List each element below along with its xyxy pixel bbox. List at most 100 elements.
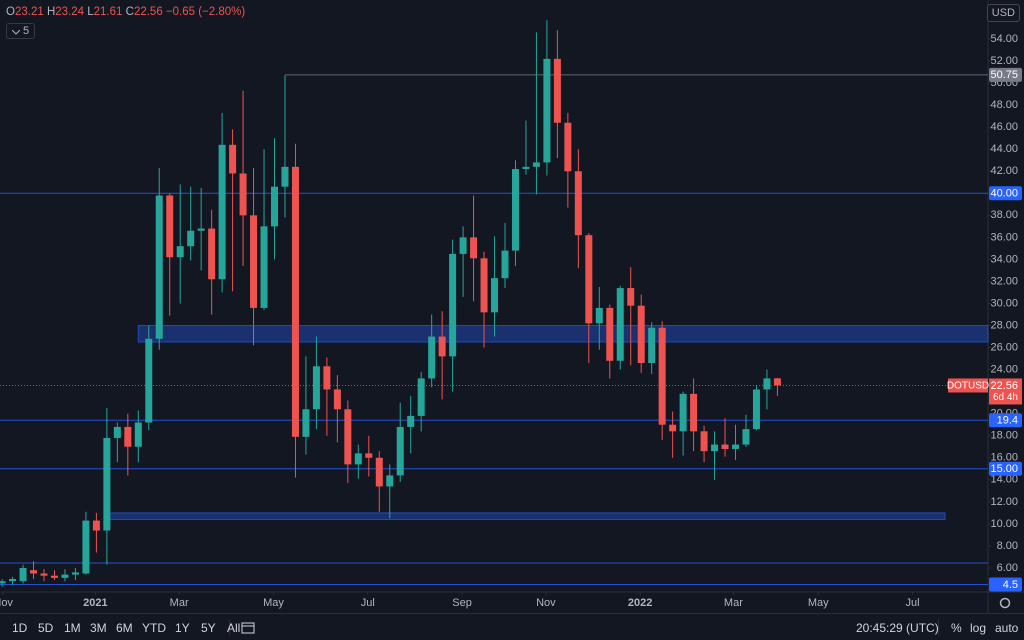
candle-body bbox=[491, 278, 499, 313]
last-price-tag bbox=[989, 378, 1022, 405]
legend-prefix: C bbox=[125, 6, 134, 18]
range-button[interactable]: 1Y bbox=[175, 621, 190, 635]
settings-icon[interactable] bbox=[999, 597, 1011, 609]
symbol-tag-label: DOTUSD bbox=[947, 381, 989, 392]
candle-body bbox=[354, 453, 362, 465]
candle-body bbox=[260, 226, 268, 308]
y-tick-label: 38.00 bbox=[990, 209, 1018, 221]
candle-body bbox=[511, 169, 519, 251]
y-tick-label: 54.00 bbox=[990, 33, 1018, 45]
x-tick-label: May bbox=[808, 597, 829, 609]
candle-body bbox=[700, 431, 708, 452]
indicators-toggle[interactable]: 5 bbox=[6, 23, 36, 39]
candle-body bbox=[532, 162, 540, 167]
y-tick-label: 6.00 bbox=[997, 562, 1018, 574]
level-tag bbox=[989, 413, 1022, 428]
level-tag bbox=[989, 186, 1022, 201]
chevron-icon bbox=[12, 30, 20, 35]
level-tag bbox=[989, 577, 1022, 592]
x-tick-label: May bbox=[263, 597, 284, 609]
y-tick-label: 34.00 bbox=[990, 253, 1018, 265]
candle-body bbox=[428, 336, 436, 379]
candle-body bbox=[627, 288, 635, 306]
range-button[interactable]: 5D bbox=[38, 621, 54, 635]
candle-body bbox=[333, 389, 341, 410]
range-button[interactable]: All bbox=[227, 621, 241, 635]
candle-body bbox=[564, 122, 572, 172]
candle-body bbox=[92, 520, 100, 531]
legend-high: 23.24 bbox=[55, 6, 85, 18]
y-tick-label: 24.00 bbox=[990, 364, 1018, 376]
level-tag-label: 19.4 bbox=[997, 415, 1018, 427]
y-tick-label: 46.00 bbox=[990, 121, 1018, 133]
candle-body bbox=[711, 444, 719, 452]
candle-body bbox=[637, 305, 645, 364]
range-button[interactable]: 1M bbox=[64, 621, 81, 635]
candle-body bbox=[40, 573, 48, 576]
x-tick-label: 2021 bbox=[83, 597, 107, 609]
candle-body bbox=[386, 475, 394, 487]
candle-body bbox=[166, 195, 174, 258]
candle-body bbox=[61, 574, 69, 578]
range-button[interactable]: YTD bbox=[142, 621, 166, 635]
candle-body bbox=[375, 457, 383, 487]
countdown-label: 6d 4h bbox=[993, 392, 1018, 403]
candle-body bbox=[585, 235, 593, 324]
symbol-tag bbox=[948, 378, 988, 393]
range-button[interactable]: 6M bbox=[116, 621, 133, 635]
candle-body bbox=[396, 426, 404, 476]
candle-body bbox=[103, 437, 111, 531]
candle-body bbox=[658, 327, 666, 425]
candle-body bbox=[679, 393, 687, 432]
candle-body bbox=[470, 237, 478, 259]
support-zone bbox=[137, 325, 989, 343]
candle-body bbox=[291, 166, 299, 437]
candle-body bbox=[574, 171, 582, 236]
candle-body bbox=[302, 409, 310, 437]
legend-prefix: H bbox=[46, 6, 56, 18]
candle-body bbox=[606, 307, 614, 361]
range-button[interactable]: 1D bbox=[12, 621, 28, 635]
candle-body bbox=[155, 195, 163, 339]
last-price-label: 22.56 bbox=[990, 380, 1018, 392]
candle-body bbox=[616, 288, 624, 361]
candle-body bbox=[595, 307, 603, 324]
candle-body bbox=[19, 567, 27, 582]
support-zone bbox=[107, 512, 946, 520]
candle-body bbox=[187, 230, 195, 247]
candle-body bbox=[82, 520, 90, 574]
y-tick-label: 28.00 bbox=[990, 319, 1018, 331]
candle-body bbox=[134, 422, 142, 447]
candle-body bbox=[176, 246, 184, 258]
candle-body bbox=[721, 444, 729, 449]
range-button[interactable]: 3M bbox=[90, 621, 107, 635]
range-button[interactable]: 5Y bbox=[201, 621, 216, 635]
candle-body bbox=[480, 258, 488, 313]
y-tick-label: 42.00 bbox=[990, 165, 1018, 177]
candle-body bbox=[773, 378, 781, 386]
candle-body bbox=[417, 378, 425, 416]
candle-body bbox=[9, 578, 17, 582]
candle-body bbox=[690, 393, 698, 432]
level-tag-label: 50.75 bbox=[990, 69, 1018, 81]
x-tick-label: Nov bbox=[536, 597, 556, 609]
y-tick-label: 48.00 bbox=[990, 99, 1018, 111]
candle-body bbox=[323, 366, 331, 390]
candle-body bbox=[365, 453, 373, 458]
log-toggle[interactable]: log bbox=[970, 621, 987, 635]
candle-body bbox=[197, 228, 205, 231]
y-tick-label: 26.00 bbox=[990, 341, 1018, 353]
currency-button[interactable]: USD bbox=[986, 4, 1020, 22]
percent-toggle[interactable]: % bbox=[951, 621, 962, 635]
legend-open: 23.21 bbox=[14, 6, 44, 18]
candle-body bbox=[312, 366, 320, 410]
auto-toggle[interactable]: auto bbox=[995, 621, 1019, 635]
date-range-icon[interactable] bbox=[241, 621, 255, 634]
candle-body bbox=[669, 424, 677, 432]
candle-body bbox=[239, 173, 247, 216]
candle-body bbox=[281, 166, 289, 187]
level-tag bbox=[989, 67, 1022, 82]
candle-body bbox=[543, 58, 551, 163]
separator bbox=[229, 619, 230, 635]
